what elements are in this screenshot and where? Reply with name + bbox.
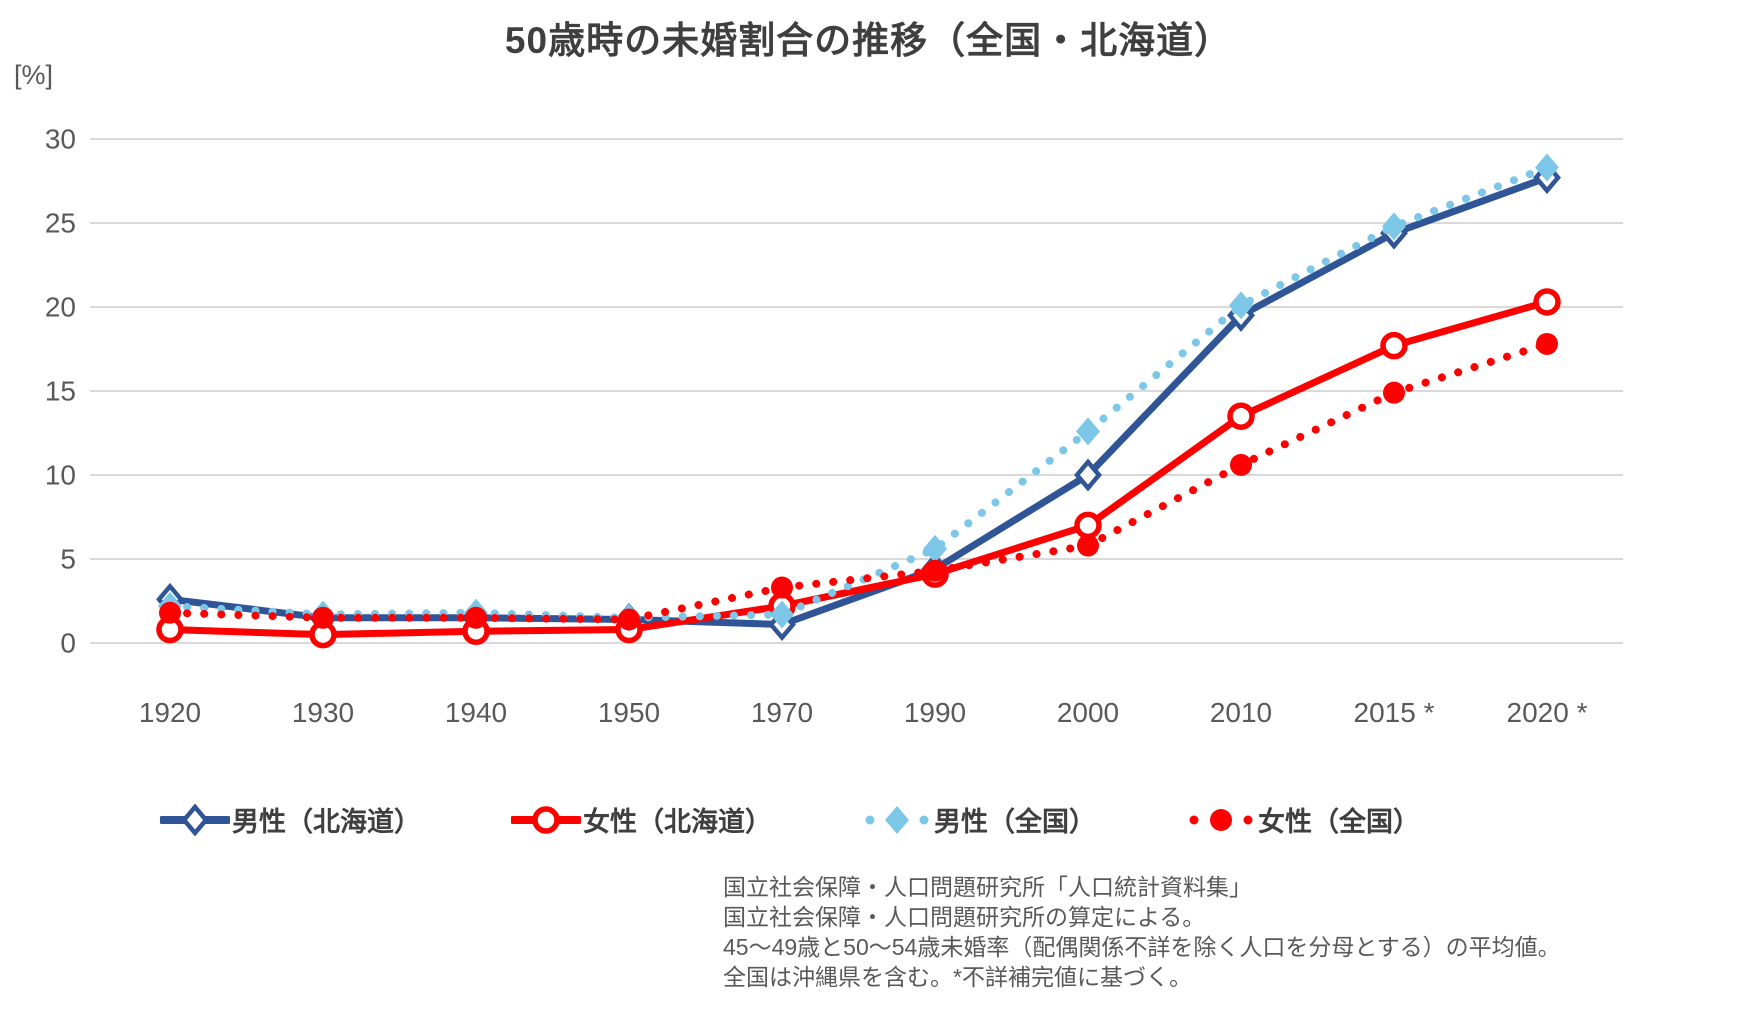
x-tick-label: 1950 [598,697,660,728]
x-tick-label: 1930 [292,697,354,728]
series-line-female-hokkaido [169,298,1548,639]
legend-label-male-hokkaido: 男性（北海道） [232,807,421,837]
legend-label-female-national: 女性（全国） [1258,807,1420,837]
x-tick-label: 2010 [1210,697,1272,728]
gridlines [90,138,1623,644]
y-axis-tick-labels: 0 5 10 15 20 25 30 [45,124,76,659]
legend-item-female-hokkaido: 女性（北海道） [511,800,772,839]
legend-label-female-hokkaido: 女性（北海道） [583,807,772,837]
x-tick-label: 1940 [445,697,507,728]
x-tick-label: 2000 [1057,697,1119,728]
legend-label-male-national: 男性（全国） [934,807,1096,837]
legend-marker-female-national [1189,808,1253,831]
source-line: 45～49歳と50～54歳未婚率（配偶関係不詳を除く人口を分母とする）の平均値。 [723,934,1561,960]
legend-marker-male-national [865,805,929,834]
legend-marker-female-hokkaido [511,805,581,834]
legend-item-male-hokkaido: 男性（北海道） [160,800,421,839]
series-male-hokkaido [156,161,1561,642]
y-tick-label: 20 [45,292,76,323]
y-axis-unit-label: [%] [14,60,54,90]
legend-item-male-national: 男性（全国） [862,800,1096,839]
y-tick-label: 0 [60,628,76,659]
legend-item-female-national: 女性（全国） [1186,800,1420,839]
x-tick-label: 2015 * [1354,697,1435,728]
x-tick-label: 2020 * [1507,697,1588,728]
series-line-male-hokkaido [169,174,1549,629]
y-tick-label: 25 [45,208,76,239]
y-tick-label: 15 [45,376,76,407]
source-line: 国立社会保障・人口問題研究所「人口統計資料集」 [723,874,1252,900]
series-female-hokkaido [156,288,1561,649]
legend-marker-male-hokkaido [160,803,230,836]
y-tick-label: 30 [45,124,76,155]
chart-legend: 男性（北海道） 女性（北海道） 男性（全国） 女性（全国） [160,800,1420,839]
y-tick-label: 5 [60,544,76,575]
line-chart-plot-area: 0 5 10 15 20 25 30 1920 1930 1940 1950 1970 1990 2000… [45,124,1623,728]
y-tick-label: 10 [45,460,76,491]
x-axis-tick-labels: 1920 1930 1940 1950 1970 1990 2000 2010 2015 * 20… [139,697,1588,728]
source-note: 国立社会保障・人口問題研究所「人口統計資料集」 国立社会保障・人口問題研究所の算… [723,872,1561,992]
source-line: 全国は沖縄県を含む。*不詳補完値に基づく。 [723,964,1192,990]
series-line-male-national [166,163,1551,622]
series-line-female-national [166,339,1551,624]
x-tick-label: 1990 [904,697,966,728]
x-tick-label: 1970 [751,697,813,728]
x-tick-label: 1920 [139,697,201,728]
chart-title: 50歳時の未婚割合の推移（全国・北海道） [504,20,1233,61]
series-female-national [159,332,1558,631]
series-male-national [158,153,1559,632]
source-line: 国立社会保障・人口問題研究所の算定による。 [723,904,1206,930]
